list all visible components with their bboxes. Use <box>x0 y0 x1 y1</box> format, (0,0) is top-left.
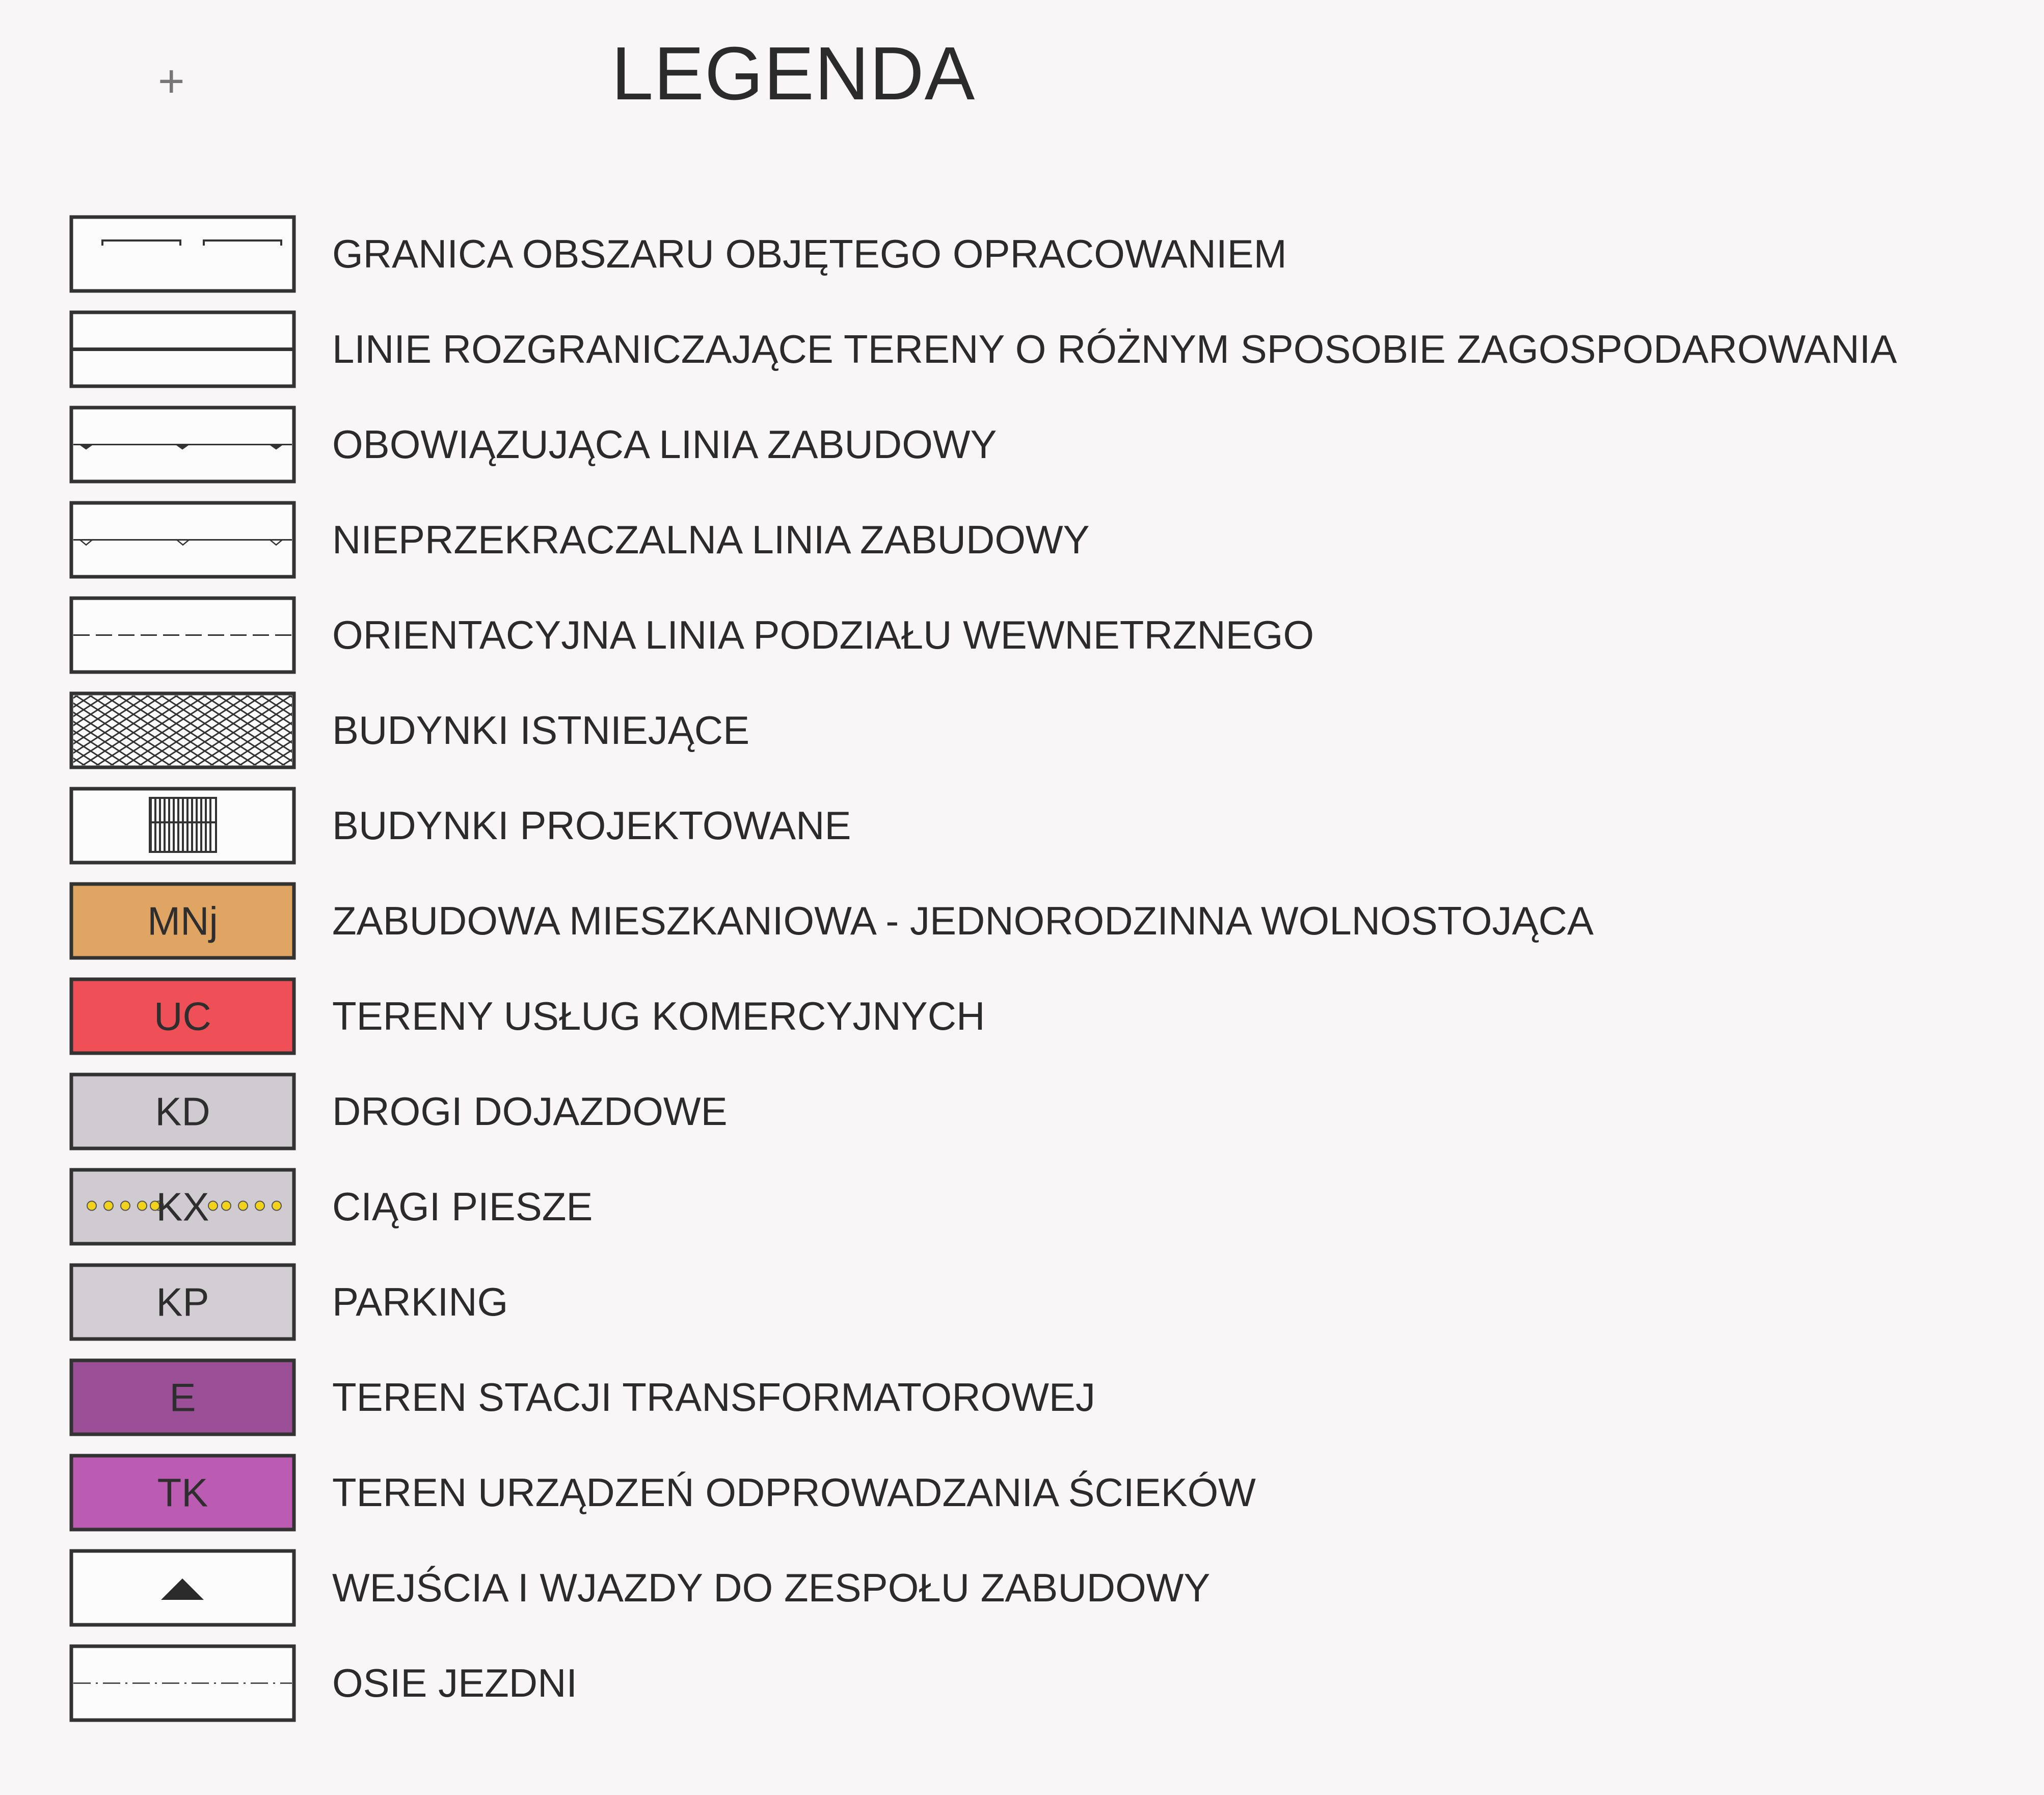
legend-item: BUDYNKI ISTNIEJĄCE <box>69 691 2031 769</box>
fill-dots-symbol-icon: KX <box>69 1168 296 1246</box>
legend-label: TEREN URZĄDZEŃ ODPROWADZANIA ŚCIEKÓW <box>332 1470 1256 1515</box>
legend-label: ZABUDOWA MIESZKANIOWA - JEDNORODZINNA WO… <box>332 898 1594 943</box>
fill-symbol-icon: TK <box>69 1454 296 1532</box>
fill-symbol-icon: E <box>69 1358 296 1436</box>
legend-item: ORIENTACYJNA LINIA PODZIAŁU WEWNETRZNEGO <box>69 596 2031 674</box>
legend-label: DROGI DOJAZDOWE <box>332 1089 728 1134</box>
symbol-code: KD <box>155 1089 210 1134</box>
fill-symbol-icon: UC <box>69 977 296 1055</box>
legend-item: KP PARKING <box>69 1263 2031 1341</box>
legend-item: UC TERENY USŁUG KOMERCYJNYCH <box>69 977 2031 1055</box>
legend-item: KX CIĄGI PIESZE <box>69 1168 2031 1246</box>
legend-label: TERENY USŁUG KOMERCYJNYCH <box>332 994 985 1038</box>
legend-label: LINIE ROZGRANICZAJĄCE TERENY O RÓŻNYM SP… <box>332 327 1897 371</box>
legend-item: MNj ZABUDOWA MIESZKANIOWA - JEDNORODZINNA… <box>69 882 2031 960</box>
symbol-code: KX <box>156 1185 209 1229</box>
legend-item: OBOWIĄZUJĄCA LINIA ZABUDOWY <box>69 406 2031 484</box>
legend-item: TK TEREN URZĄDZEŃ ODPROWADZANIA ŚCIEKÓW <box>69 1454 2031 1532</box>
legend-label: GRANICA OBSZARU OBJĘTEGO OPRACOWANIEM <box>332 231 1287 276</box>
open-triangle-line-symbol-icon <box>69 501 296 579</box>
fill-symbol-icon: KP <box>69 1263 296 1341</box>
filled-triangle-line-symbol-icon <box>69 406 296 484</box>
fill-symbol-icon: KD <box>69 1073 296 1150</box>
legend-label: BUDYNKI ISTNIEJĄCE <box>332 708 750 753</box>
solid-line-symbol-icon <box>69 310 296 388</box>
crosshatch-symbol-icon <box>69 691 296 769</box>
symbol-code: KP <box>156 1280 209 1325</box>
boundary-line-symbol-icon <box>69 215 296 293</box>
symbol-code: UC <box>154 994 211 1039</box>
legend-label: ORIENTACYJNA LINIA PODZIAŁU WEWNETRZNEGO <box>332 612 1314 657</box>
legend-label: OBOWIĄZUJĄCA LINIA ZABUDOWY <box>332 422 997 467</box>
legend-item: BUDYNKI PROJEKTOWANE <box>69 787 2031 865</box>
legend-item: GRANICA OBSZARU OBJĘTEGO OPRACOWANIEM <box>69 215 2031 293</box>
legend-item: WEJŚCIA I WJAZDY DO ZESPOŁU ZABUDOWY <box>69 1549 2031 1627</box>
legend-item: LINIE ROZGRANICZAJĄCE TERENY O RÓŻNYM SP… <box>69 310 2031 388</box>
fill-symbol-icon: MNj <box>69 882 296 960</box>
symbol-code: MNj <box>147 899 218 944</box>
legend-label: NIEPRZEKRACZALNA LINIA ZABUDOWY <box>332 517 1090 562</box>
legend-label: TEREN STACJI TRANSFORMATOROWEJ <box>332 1375 1095 1419</box>
dashed-line-symbol-icon <box>69 596 296 674</box>
legend-item: NIEPRZEKRACZALNA LINIA ZABUDOWY <box>69 501 2031 579</box>
crosshair-mark: + <box>158 56 185 107</box>
legend-label: WEJŚCIA I WJAZDY DO ZESPOŁU ZABUDOWY <box>332 1565 1211 1610</box>
legend-label: CIĄGI PIESZE <box>332 1184 593 1229</box>
symbol-code: E <box>169 1375 196 1420</box>
legend-item: E TEREN STACJI TRANSFORMATOROWEJ <box>69 1358 2031 1436</box>
projected-building-symbol-icon <box>69 787 296 865</box>
triangle-symbol-icon <box>69 1549 296 1627</box>
legend-label: BUDYNKI PROJEKTOWANE <box>332 803 851 848</box>
legend-title: LEGENDA <box>611 32 976 116</box>
legend-label: OSIE JEZDNI <box>332 1660 578 1705</box>
legend-label: PARKING <box>332 1279 508 1324</box>
dash-dot-line-symbol-icon <box>69 1644 296 1722</box>
legend-item: OSIE JEZDNI <box>69 1644 2031 1722</box>
legend-item: KD DROGI DOJAZDOWE <box>69 1073 2031 1150</box>
symbol-code: TK <box>157 1470 208 1515</box>
